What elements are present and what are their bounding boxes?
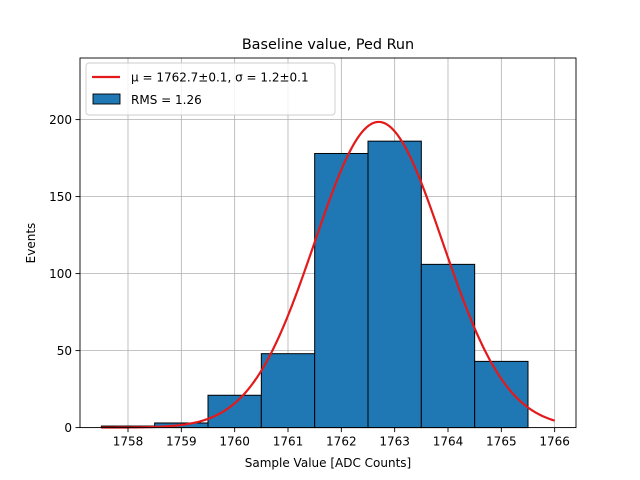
x-tick-label: 1760 <box>219 435 250 449</box>
y-axis-label: Events <box>24 223 38 264</box>
chart-title: Baseline value, Ped Run <box>242 37 414 53</box>
x-tick-label: 1766 <box>539 435 570 449</box>
x-tick-label: 1758 <box>113 435 144 449</box>
histogram-bar <box>260 353 316 429</box>
y-tick-label: 0 <box>64 421 72 435</box>
legend: μ = 1762.7±0.1, σ = 1.2±0.1 RMS = 1.26 <box>85 62 336 116</box>
axes-frame <box>79 57 577 429</box>
histogram-bars <box>100 140 529 429</box>
histogram-bar <box>314 152 369 429</box>
y-tick-label: 200 <box>49 113 72 127</box>
x-tick-label: 1761 <box>273 435 304 449</box>
legend-fit-label: μ = 1762.7±0.1, σ = 1.2±0.1 <box>131 71 309 85</box>
histogram-bar <box>207 394 262 429</box>
legend-hist-label: RMS = 1.26 <box>131 93 202 107</box>
x-tick-label: 1762 <box>326 435 357 449</box>
y-axis-ticks: 0 50 100 150 200 <box>49 113 80 435</box>
gaussian-fit-curve <box>101 120 555 429</box>
histogram-bar <box>367 140 422 429</box>
histogram-bar <box>474 360 529 429</box>
y-tick-label: 100 <box>49 267 72 281</box>
y-tick-label: 150 <box>49 190 72 204</box>
legend-hist-swatch <box>92 93 121 105</box>
x-tick-label: 1763 <box>379 435 410 449</box>
x-tick-label: 1765 <box>486 435 517 449</box>
y-tick-label: 50 <box>57 344 72 358</box>
histogram-bar <box>420 263 476 429</box>
x-axis-ticks: 1758 1759 1760 1761 1762 1763 1764 1765 1766 <box>113 427 570 449</box>
x-tick-label: 1764 <box>433 435 464 449</box>
legend-box <box>85 62 336 116</box>
x-tick-label: 1759 <box>166 435 197 449</box>
x-axis-label: Sample Value [ADC Counts] <box>245 456 411 470</box>
